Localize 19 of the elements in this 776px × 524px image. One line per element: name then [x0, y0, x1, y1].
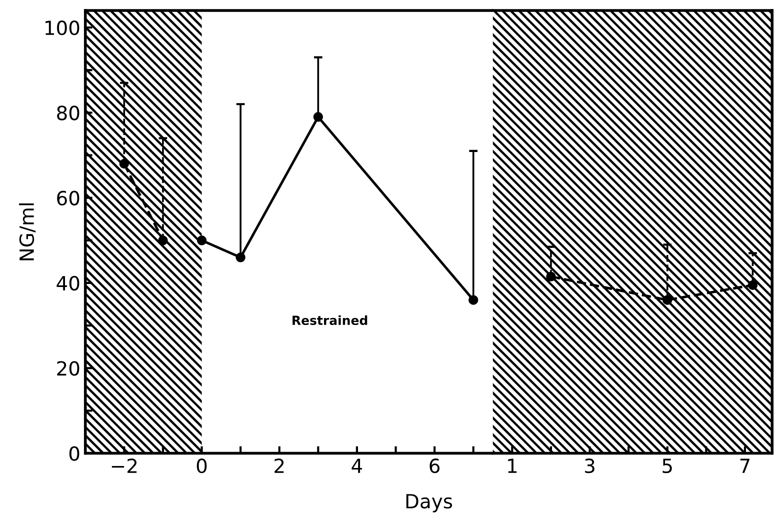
x-tick-label: 2 [274, 458, 284, 473]
x-tick-label: 3 [585, 458, 594, 474]
y-tick-label: 40 [56, 276, 80, 291]
x-tick-label: 7 [740, 458, 750, 473]
x-tick-label: 6 [430, 458, 440, 474]
y-tick-label: 100 [46, 20, 80, 36]
x-tick-label: 4 [352, 458, 362, 473]
point [196, 236, 207, 246]
x-tick-label: 5 [662, 458, 672, 474]
x-axis-title: Days [406, 494, 452, 512]
y-tick-label: 60 [57, 190, 80, 206]
x-tick-label: −2 [112, 458, 137, 473]
y-tick-label: 0 [69, 446, 80, 461]
x-tick-label: 1 [508, 458, 517, 473]
annotation: Restrained [292, 315, 368, 326]
y-axis-title: NG/ml [19, 203, 36, 260]
y-tick-label: 20 [57, 361, 80, 376]
x-tick-label: 0 [196, 458, 207, 474]
y-tick-label: 80 [57, 106, 80, 120]
